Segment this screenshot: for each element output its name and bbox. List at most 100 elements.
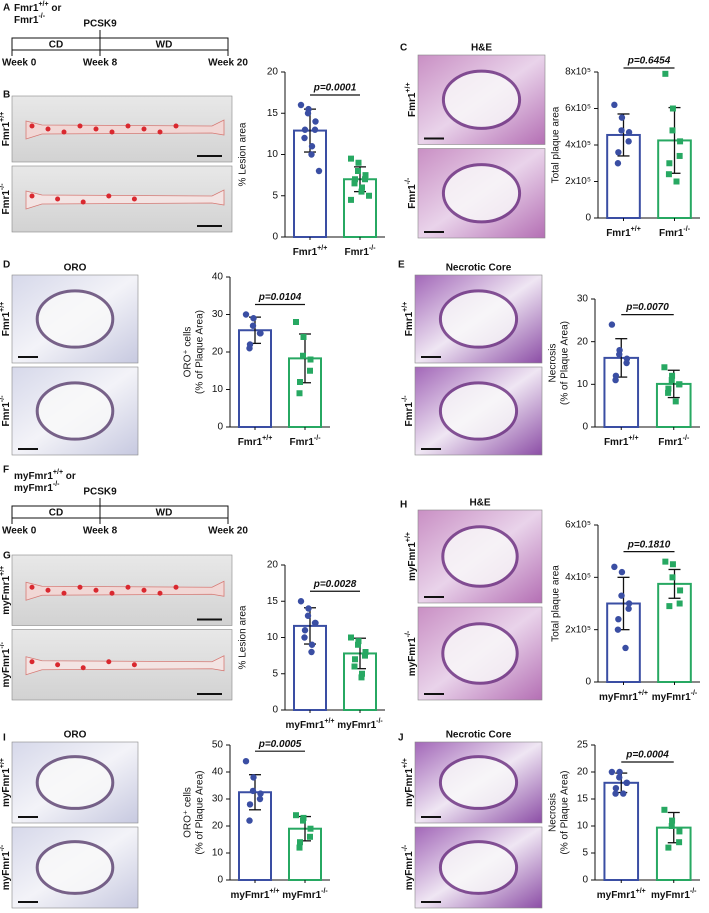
data-point — [257, 790, 264, 797]
data-point — [622, 644, 629, 652]
data-point — [300, 334, 307, 340]
panel-letter: G — [3, 551, 11, 562]
row-label: myFmr1+/+ — [402, 758, 415, 807]
vessel — [35, 289, 115, 349]
data-point — [300, 352, 306, 359]
data-point — [311, 619, 319, 627]
lesion-spot — [29, 193, 35, 199]
data-point — [307, 356, 314, 363]
image-title: Necrotic Core — [446, 263, 512, 274]
data-point — [308, 648, 315, 656]
data-point — [665, 171, 672, 178]
data-point — [246, 345, 253, 352]
bar — [603, 781, 640, 881]
x-tick-label: myFmr1-/- — [337, 718, 383, 731]
y-axis-label: ORO⁺ cells — [183, 327, 194, 378]
week-label: Week 8 — [83, 58, 118, 69]
y-tick-label: 2x10⁵ — [565, 624, 591, 635]
x-tick-label: Fmr1+/+ — [604, 435, 639, 448]
lesion-spot — [125, 123, 131, 129]
data-point — [355, 159, 362, 166]
data-point — [297, 379, 303, 385]
lesion-spot — [109, 590, 115, 596]
y-tick-label: 20 — [577, 767, 589, 778]
data-point — [305, 605, 312, 612]
y-tick-label: 5 — [272, 668, 278, 679]
image-title: H&E — [471, 43, 492, 54]
data-point — [676, 152, 683, 159]
panel-letter: E — [398, 260, 405, 271]
vessel — [438, 289, 519, 349]
data-point — [618, 592, 625, 599]
lesion-spot — [157, 129, 163, 135]
y-axis-label: (% of Plaque Area) — [560, 321, 571, 405]
data-point — [668, 377, 675, 384]
data-point — [301, 627, 309, 634]
data-point — [358, 674, 365, 681]
data-point — [676, 600, 683, 607]
data-point — [308, 641, 316, 648]
data-point — [359, 184, 365, 191]
y-tick-label: 4x10⁵ — [565, 572, 591, 583]
y-axis-label: Necrosis — [548, 793, 559, 832]
lesion-spot — [77, 123, 83, 129]
data-point — [242, 311, 250, 318]
p-value: p=0.0005 — [258, 739, 302, 750]
data-point — [307, 367, 313, 374]
data-point — [246, 817, 253, 824]
panel-letter: C — [400, 43, 407, 54]
vessel — [438, 755, 519, 810]
y-tick-label: 30 — [577, 294, 589, 305]
data-point — [661, 806, 668, 813]
data-point — [297, 598, 305, 605]
data-point — [315, 167, 323, 175]
y-tick-label: 20 — [212, 821, 224, 832]
data-point — [352, 656, 358, 663]
genotype-label: myFmr1-/- — [14, 481, 60, 494]
y-tick-label: 20 — [267, 67, 279, 78]
bar — [657, 582, 692, 683]
treatment-label: PCSK9 — [83, 487, 117, 498]
genotype-label: myFmr1+/+ or — [14, 469, 76, 482]
data-point — [669, 817, 676, 824]
data-point — [362, 652, 368, 659]
x-tick-label: Fmr1-/- — [659, 226, 691, 239]
y-axis-label: Total plaque area — [551, 106, 562, 183]
data-point — [256, 330, 264, 337]
p-value: p=0.0104 — [258, 292, 302, 303]
data-point — [665, 385, 672, 392]
p-value: p=0.0070 — [625, 302, 669, 313]
data-point — [616, 351, 623, 358]
y-axis-label: (% of Plaque Area) — [195, 771, 206, 855]
week-label: Week 0 — [2, 526, 37, 537]
aorta — [25, 655, 225, 676]
data-point — [618, 114, 626, 121]
panel-letter: A — [3, 3, 10, 14]
x-tick-label: Fmr1-/- — [344, 245, 376, 258]
y-tick-label: 10 — [212, 384, 224, 395]
data-point — [614, 626, 622, 633]
image-title: ORO — [64, 263, 87, 274]
y-tick-label: 0 — [585, 677, 591, 688]
p-value: p=0.1810 — [627, 539, 671, 550]
genotype-label: Fmr1-/- — [14, 13, 46, 26]
lesion-spot — [106, 659, 112, 665]
y-tick-label: 0 — [272, 232, 278, 243]
x-tick-label: myFmr1+/+ — [599, 690, 648, 703]
data-point — [677, 587, 684, 594]
data-point — [618, 568, 626, 576]
x-tick-label: Fmr1+/+ — [238, 435, 273, 448]
week-label: Week 0 — [2, 58, 37, 69]
row-label: Fmr1-/- — [0, 183, 12, 215]
y-tick-label: 30 — [212, 794, 224, 805]
lesion-spot — [173, 123, 179, 129]
panel-letter: J — [398, 733, 404, 744]
x-tick-label: Fmr1+/+ — [606, 226, 641, 239]
data-point — [672, 398, 679, 405]
row-label: Fmr1+/+ — [402, 302, 415, 337]
x-tick-label: myFmr1+/+ — [597, 888, 646, 901]
data-point — [355, 168, 361, 174]
y-tick-label: 10 — [267, 632, 279, 643]
y-tick-label: 20 — [577, 336, 589, 347]
